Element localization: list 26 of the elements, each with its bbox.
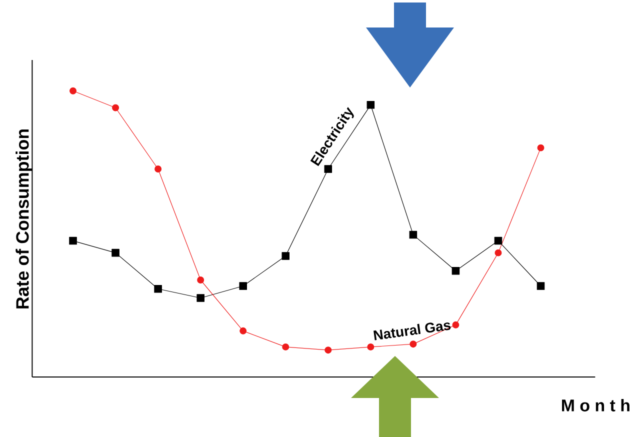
point bbox=[197, 276, 204, 284]
annotation: Natural Gas bbox=[374, 322, 451, 340]
point bbox=[536, 282, 545, 290]
point bbox=[367, 343, 374, 350]
point bbox=[112, 104, 120, 112]
point bbox=[409, 230, 418, 239]
point bbox=[366, 101, 375, 109]
point bbox=[410, 340, 417, 348]
point bbox=[494, 236, 502, 245]
point bbox=[154, 166, 162, 172]
point bbox=[282, 252, 290, 260]
x-axis-title: M o n t h bbox=[562, 399, 630, 412]
point bbox=[240, 327, 247, 334]
point bbox=[452, 266, 460, 275]
point bbox=[494, 249, 502, 256]
point bbox=[112, 248, 120, 257]
point bbox=[324, 346, 332, 354]
point bbox=[69, 236, 77, 245]
point bbox=[154, 284, 162, 293]
y-axis-title: Rate of Consumption bbox=[16, 129, 32, 308]
point bbox=[282, 343, 290, 350]
point bbox=[452, 321, 460, 328]
point bbox=[196, 294, 204, 302]
point bbox=[239, 282, 247, 290]
point bbox=[70, 87, 76, 94]
point bbox=[537, 144, 544, 152]
